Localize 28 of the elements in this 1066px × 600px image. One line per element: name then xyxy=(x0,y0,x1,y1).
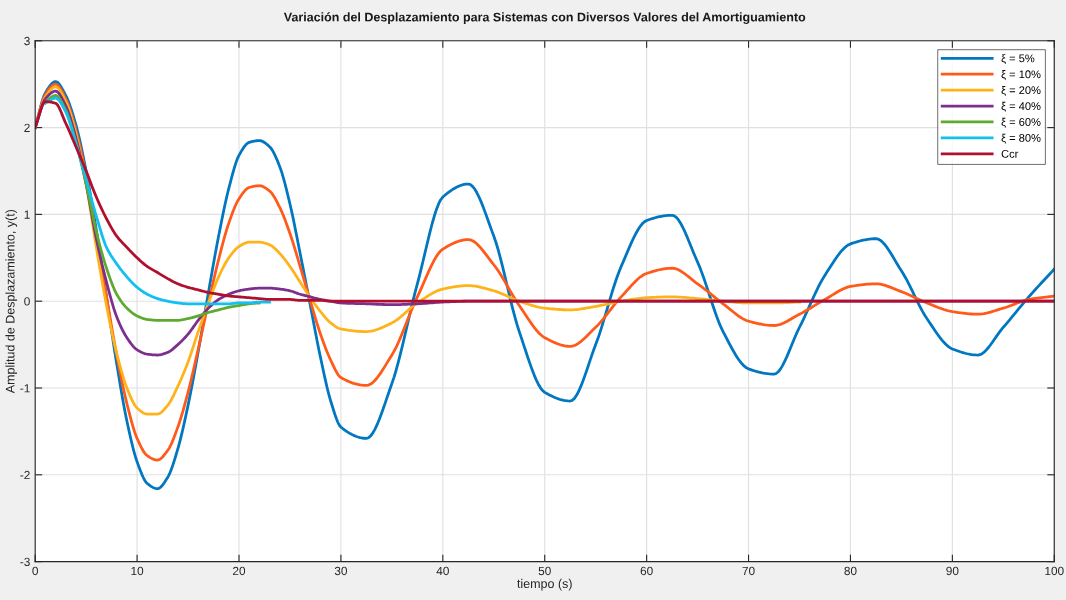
x-tick-label: 20 xyxy=(233,566,246,576)
legend-label: ξ = 60% xyxy=(1001,117,1041,128)
x-tick-label: 70 xyxy=(742,566,755,576)
x-tick-label: 0 xyxy=(32,566,38,576)
x-tick-label: 100 xyxy=(1045,566,1064,576)
legend-label: ξ = 10% xyxy=(1001,70,1041,81)
y-tick-label: 1 xyxy=(24,210,30,219)
legend-label: ξ = 80% xyxy=(1001,133,1041,144)
x-tick-label: 80 xyxy=(844,566,857,576)
x-tick-label: 90 xyxy=(946,566,959,576)
y-tick-label: 3 xyxy=(24,36,30,46)
x-tick-label: 40 xyxy=(436,566,449,576)
x-tick-label: 50 xyxy=(538,566,551,576)
y-axis-title: Amplitud de Desplazamiento, y(t) xyxy=(5,209,18,394)
y-tick-label: 2 xyxy=(24,123,30,132)
x-tick-label: 60 xyxy=(640,566,653,576)
legend-label: ξ = 5% xyxy=(1001,54,1035,65)
y-tick-label: -3 xyxy=(20,557,30,566)
y-tick-label: 0 xyxy=(24,297,30,306)
x-tick-label: 10 xyxy=(131,566,144,576)
y-tick-label: -2 xyxy=(20,470,30,480)
x-tick-label: 30 xyxy=(334,566,348,576)
legend-label: ξ = 20% xyxy=(1001,85,1041,96)
legend-label: ξ = 40% xyxy=(1001,101,1041,112)
y-tick-label: -1 xyxy=(20,384,30,393)
x-axis-title: tiempo (s) xyxy=(517,578,572,591)
legend-label: Ccr xyxy=(1001,149,1019,158)
chart-title: Variación del Desplazamiento para Sistemas con Diversos Valores del Amortiguamiento xyxy=(283,12,806,24)
